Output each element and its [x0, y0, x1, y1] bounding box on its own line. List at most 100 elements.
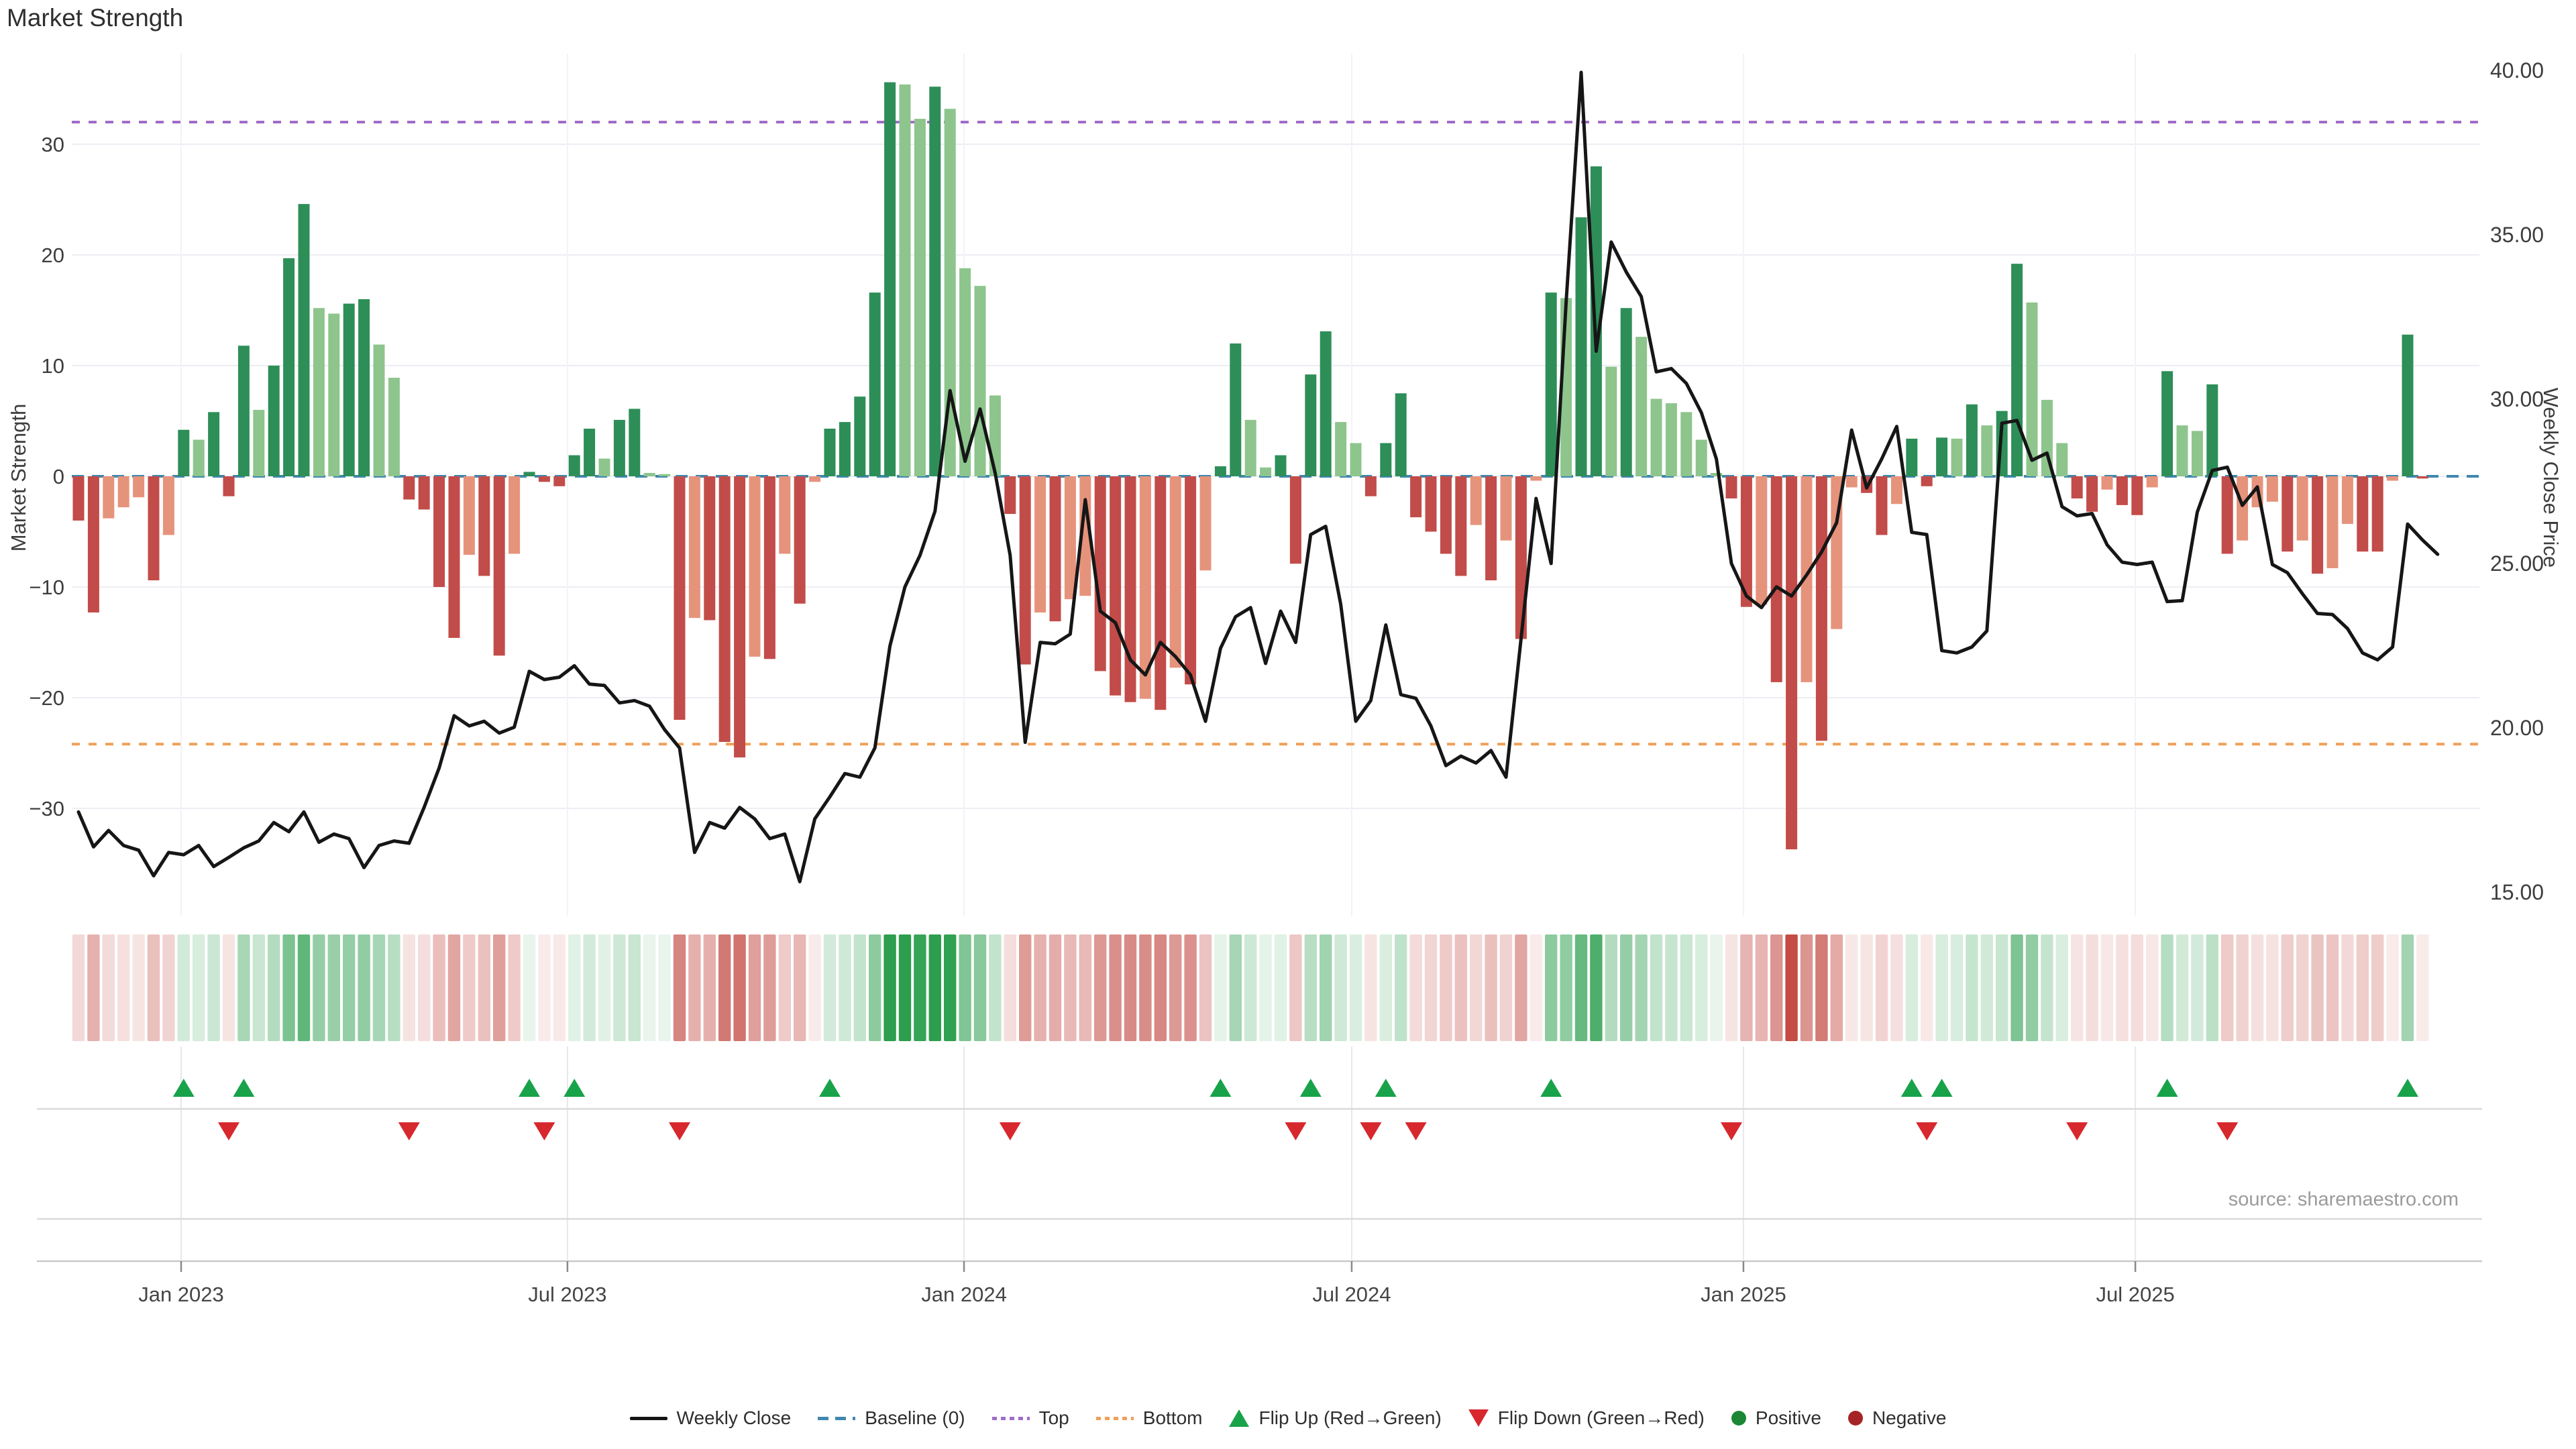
- strength-bar: [659, 474, 671, 476]
- heatmap-cell: [1064, 934, 1077, 1041]
- strength-bar: [2402, 334, 2414, 476]
- strength-bar: [1320, 331, 1332, 477]
- flip-down-marker: [999, 1122, 1021, 1140]
- heatmap-cell: [1274, 934, 1287, 1041]
- strength-bar: [1049, 476, 1061, 622]
- strength-bar: [2237, 476, 2249, 541]
- heatmap-cell: [1019, 934, 1032, 1041]
- strength-bar: [538, 476, 550, 482]
- heatmap-cell: [1124, 934, 1137, 1041]
- heatmap-cell: [463, 934, 476, 1041]
- left-tick-label: 0: [53, 465, 64, 488]
- strength-bar: [1740, 476, 1752, 607]
- heatmap-cell: [973, 934, 987, 1041]
- heatmap-cell: [1395, 934, 1407, 1041]
- flip-down-marker: [533, 1122, 555, 1140]
- strength-bar: [463, 476, 475, 555]
- strength-bar: [1500, 476, 1512, 541]
- strength-bar: [1545, 292, 1557, 476]
- heatmap-cell: [2236, 934, 2249, 1041]
- strength-bar: [869, 292, 881, 476]
- strength-bar: [643, 473, 655, 476]
- strength-bar: [1244, 419, 1256, 476]
- heatmap-cell: [402, 934, 415, 1041]
- strength-bar: [1019, 476, 1031, 665]
- flip-down-marker: [2216, 1122, 2239, 1140]
- flip-up-marker: [1540, 1079, 1562, 1097]
- strength-bar: [2026, 302, 2038, 476]
- heatmap-cell: [1470, 934, 1483, 1041]
- tri-up-legend-swatch: [1229, 1409, 1250, 1427]
- heatmap-cell: [538, 934, 551, 1041]
- heatmap-cell: [102, 934, 115, 1041]
- strength-bar: [2416, 476, 2428, 479]
- heatmap-cell: [1890, 934, 1903, 1041]
- heatmap-cell: [613, 934, 626, 1041]
- strength-bar: [418, 476, 430, 510]
- strength-bar: [2176, 425, 2188, 476]
- legend-item: Flip Down (Green→Red): [1468, 1407, 1705, 1429]
- heatmap-cell: [2311, 934, 2324, 1041]
- strength-bar: [763, 476, 775, 659]
- source-note: source: sharemaestro.com: [2228, 1189, 2459, 1210]
- heatmap-cell: [673, 934, 686, 1041]
- strength-bar: [223, 476, 235, 496]
- heatmap-cell: [1379, 934, 1392, 1041]
- flip-down-marker: [398, 1122, 420, 1140]
- heatmap-cell: [1921, 934, 1933, 1041]
- heatmap-cell: [1004, 934, 1016, 1041]
- heatmap-cell: [553, 934, 566, 1041]
- heatmap-cell: [763, 934, 776, 1041]
- strength-bar: [2116, 476, 2128, 505]
- heatmap-cell: [928, 934, 941, 1041]
- heatmap-cell: [1830, 934, 1843, 1041]
- heatmap-cell: [1229, 934, 1242, 1041]
- heatmap-cell: [1289, 934, 1302, 1041]
- heatmap-cell: [162, 934, 175, 1041]
- strength-bar: [674, 476, 686, 720]
- strength-bar: [298, 204, 310, 476]
- heatmap-cell: [2341, 934, 2354, 1041]
- strength-bar: [1199, 476, 1212, 571]
- legend-label: Weekly Close: [676, 1407, 792, 1428]
- heatmap-cell: [1094, 934, 1107, 1041]
- strength-bar: [1350, 443, 1362, 476]
- heatmap-cell: [252, 934, 265, 1041]
- strength-bar: [824, 429, 836, 476]
- heatmap-cell: [2086, 934, 2098, 1041]
- heatmap-cell: [1109, 934, 1122, 1041]
- strength-bar: [1695, 439, 1707, 476]
- heatmap-cell: [1320, 934, 1332, 1041]
- heatmap-cell: [222, 934, 235, 1041]
- flip-up-marker: [564, 1079, 586, 1097]
- heatmap-cell: [1996, 934, 2008, 1041]
- strength-bar: [237, 345, 250, 476]
- strength-bar: [794, 476, 806, 604]
- strength-bar: [1906, 438, 1918, 476]
- strength-bar: [2206, 384, 2218, 476]
- heatmap-cell: [313, 934, 325, 1041]
- strength-bar: [2071, 476, 2083, 498]
- strength-bar: [133, 476, 145, 498]
- strength-bar: [1966, 404, 1978, 477]
- heatmap-cell: [372, 934, 386, 1041]
- heatmap-cell: [1785, 934, 1798, 1041]
- strength-bar: [1665, 403, 1677, 476]
- heatmap-cell: [1364, 934, 1377, 1041]
- strength-bar: [974, 286, 986, 476]
- strength-bar: [2191, 431, 2203, 476]
- strength-bar: [809, 476, 821, 482]
- heatmap-cell: [808, 934, 821, 1041]
- strength-bar: [914, 119, 926, 477]
- strength-bar: [208, 412, 220, 476]
- strength-bar: [688, 476, 700, 619]
- strength-bar: [433, 476, 445, 587]
- heatmap-cell: [508, 934, 521, 1041]
- heatmap-cell: [778, 934, 791, 1041]
- heatmap-cell: [1349, 934, 1362, 1041]
- heatmap-cell: [823, 934, 837, 1041]
- heatmap-cell: [598, 934, 611, 1041]
- heatmap-cell: [1184, 934, 1197, 1041]
- dot-green-legend-swatch: [1731, 1411, 1746, 1426]
